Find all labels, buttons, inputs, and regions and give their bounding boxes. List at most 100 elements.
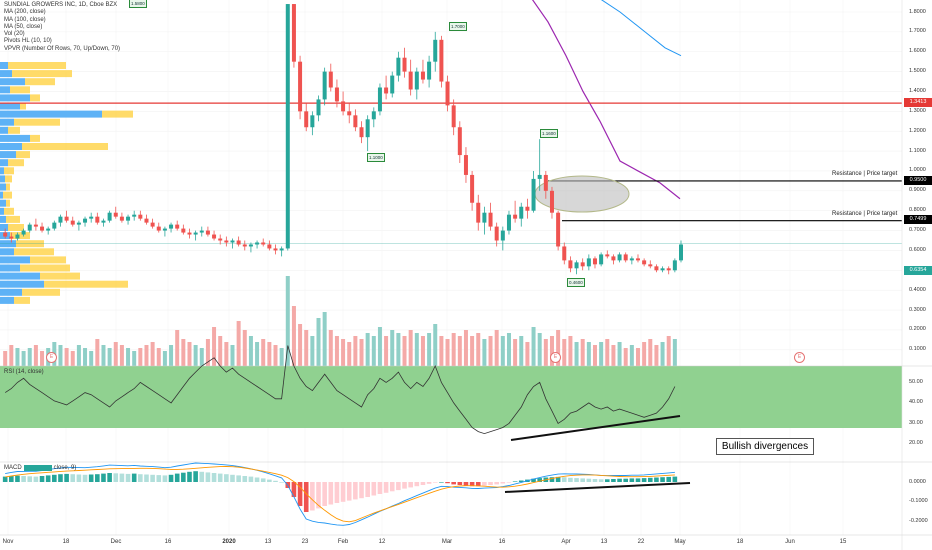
indicator-ma200[interactable]: MA (200, close)	[4, 9, 46, 16]
time-tick-label: Apr	[561, 539, 571, 545]
candle-body	[21, 230, 26, 235]
candle-body	[377, 87, 382, 112]
candle-body	[199, 230, 204, 233]
indicator-ma50[interactable]: MA (50, close)	[4, 23, 43, 30]
candle-body	[181, 228, 186, 233]
indicator-vol[interactable]: Vol (20)	[4, 31, 25, 38]
vpvr-down-bar	[10, 86, 30, 94]
vpvr-down-bar	[12, 70, 72, 78]
candle-body	[482, 212, 487, 223]
price-tick-label: 1.1000	[909, 147, 926, 154]
macd-histogram-bar	[408, 482, 413, 488]
macd-tick-label: 0.0000	[909, 478, 926, 485]
candle-body	[642, 260, 647, 265]
candle-body	[15, 234, 20, 239]
time-tick-label: Jun	[785, 539, 795, 545]
volume-bar	[451, 333, 456, 366]
vpvr-down-bar	[20, 264, 70, 272]
candle-body	[255, 242, 260, 245]
volume-bar	[218, 336, 223, 366]
macd-histogram-bar	[396, 482, 401, 491]
volume-bar	[549, 336, 554, 366]
macd-histogram-bar	[555, 476, 561, 482]
macd-histogram-bar	[64, 473, 69, 482]
macd-pane-title[interactable]: MACD close, 9)	[4, 465, 76, 471]
volume-bar	[113, 342, 118, 366]
candle-body	[126, 216, 131, 221]
earnings-marker-1[interactable]: E	[46, 352, 57, 363]
macd-histogram-bar	[113, 473, 119, 482]
volume-bar	[666, 336, 671, 366]
candle-body	[531, 178, 536, 211]
candle-body	[427, 61, 432, 80]
macd-histogram-bar	[623, 478, 629, 482]
macd-histogram-bar	[371, 482, 377, 496]
volume-bar	[76, 345, 81, 366]
time-tick-label: Dec	[110, 539, 122, 545]
macd-histogram-bar	[131, 473, 137, 482]
macd-histogram-bar	[518, 480, 524, 482]
volume-bar	[402, 336, 407, 366]
candle-body	[267, 244, 272, 249]
candle-body	[353, 115, 358, 128]
volume-bar	[488, 336, 493, 366]
candle-body	[150, 222, 155, 227]
candle-body	[138, 214, 143, 219]
price-tag-resistance-high: 1.3413	[904, 98, 932, 107]
earnings-marker-3[interactable]: E	[794, 352, 805, 363]
candle-body	[494, 226, 499, 241]
rsi-pane-title[interactable]: RSI (14, close)	[4, 369, 44, 375]
ma-blue-line	[600, 0, 682, 57]
vpvr-up-bar	[0, 167, 4, 175]
volume-bar	[322, 312, 327, 366]
volume-bar	[267, 342, 272, 366]
macd-histogram-bar	[647, 477, 653, 482]
time-tick-label: 15	[839, 539, 847, 545]
macd-histogram-bar	[365, 482, 370, 497]
macd-histogram-bar	[39, 476, 45, 482]
candle-body	[371, 111, 376, 120]
volume-bar	[273, 345, 278, 366]
macd-histogram-bar	[463, 482, 469, 486]
volume-bar	[119, 345, 124, 366]
indicator-vpvr[interactable]: VPVR (Number Of Rows, 70, Up/Down, 70)	[4, 45, 121, 52]
macd-histogram-bar	[457, 482, 463, 485]
macd-histogram-bar	[217, 473, 223, 482]
macd-histogram-bar	[107, 473, 112, 482]
macd-histogram-bar	[205, 472, 211, 482]
volume-bar	[298, 324, 303, 366]
rsi-divergence-line	[510, 415, 681, 441]
volume-bar	[525, 342, 530, 366]
macd-histogram-bar	[635, 478, 641, 482]
candle-body	[488, 212, 493, 227]
candle-body	[408, 71, 413, 90]
volume-bar	[126, 348, 131, 366]
macd-title-tail: close, 9)	[53, 465, 77, 471]
macd-histogram-bar	[297, 482, 303, 506]
macd-histogram-bar	[672, 476, 678, 482]
macd-histogram-bar	[70, 474, 76, 482]
macd-histogram-bar	[322, 482, 327, 506]
volume-bar	[3, 351, 8, 366]
moving-averages	[531, 0, 682, 200]
earnings-marker-2[interactable]: E	[550, 352, 561, 363]
candle-body	[439, 39, 444, 82]
vpvr-down-bar	[102, 110, 133, 118]
candle-body	[592, 258, 597, 265]
macd-histogram-bar	[254, 477, 260, 482]
macd-histogram-bar	[654, 477, 659, 482]
volume-bar	[242, 330, 247, 366]
candle-body	[654, 266, 659, 271]
macd-histogram-bar	[482, 482, 487, 486]
indicator-ma100[interactable]: MA (100, close)	[4, 16, 46, 23]
vpvr-up-bar	[0, 224, 8, 231]
macd-histogram-bar	[469, 482, 475, 487]
candle-body	[390, 75, 395, 94]
candle-body	[549, 190, 554, 213]
rsi-band	[0, 366, 902, 428]
macd-histogram-bar	[592, 479, 598, 482]
volume-bar	[463, 330, 468, 366]
indicator-pivots[interactable]: Pivots HL (10, 10)	[4, 38, 52, 45]
macd-histogram-bar	[52, 474, 57, 482]
